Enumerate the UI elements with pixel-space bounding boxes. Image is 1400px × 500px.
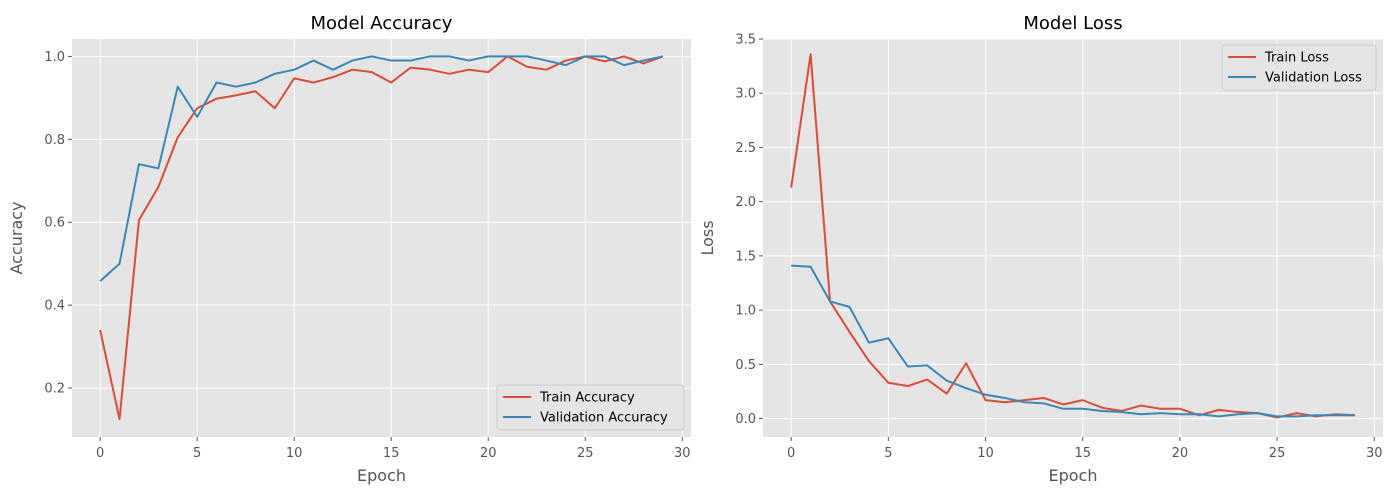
loss-x-tick-label-0: 0 — [787, 446, 795, 461]
loss-x-tick-label-30: 30 — [1366, 446, 1383, 461]
loss-y-tick-label-1: 0.5 — [735, 358, 756, 373]
accuracy-x-tick-label-15: 15 — [383, 446, 400, 461]
accuracy-y-tick-label-4: 1.0 — [44, 50, 65, 65]
accuracy-chart: 0 5 10 15 20 25 30 0.2 0.4 0.6 0.8 1.0 Model Accura… — [7, 13, 691, 485]
loss-legend-label-train: Train Loss — [1264, 51, 1329, 66]
accuracy-y-tick-label-2: 0.6 — [44, 216, 65, 231]
accuracy-y-tick-label-3: 0.8 — [44, 133, 65, 148]
loss-y-tick-label-7: 3.5 — [735, 33, 756, 48]
loss-y-tick-label-4: 2.0 — [735, 195, 756, 210]
loss-y-axis-label: Loss — [698, 220, 717, 255]
loss-series — [790, 53, 1355, 419]
loss-legend: Train Loss Validation Loss — [1221, 44, 1377, 91]
loss-x-tick-label-10: 10 — [977, 446, 994, 461]
accuracy-legend-box — [496, 384, 685, 431]
loss-y-tick-label-2: 1.0 — [735, 304, 756, 319]
accuracy-title: Model Accuracy — [311, 13, 453, 34]
loss-y-tick-label-6: 3.0 — [735, 87, 756, 102]
accuracy-legend-label-train: Train Accuracy — [539, 391, 635, 406]
loss-title: Model Loss — [1023, 13, 1122, 34]
accuracy-x-tick-label-25: 25 — [577, 446, 594, 461]
loss-series-line-validation — [791, 264, 1355, 418]
loss-legend-label-validation: Validation Loss — [1265, 71, 1362, 86]
accuracy-x-axis-label: Epoch — [357, 466, 406, 485]
loss-grid — [763, 38, 1383, 437]
loss-x-tick-label-25: 25 — [1269, 446, 1286, 461]
accuracy-grid — [72, 39, 691, 437]
accuracy-x-tick-label-30: 30 — [674, 446, 691, 461]
accuracy-x-tick-label-0: 0 — [96, 446, 104, 461]
accuracy-legend: Train Accuracy Validation Accuracy — [496, 384, 685, 431]
loss-y-tick-label-3: 1.5 — [735, 249, 756, 264]
loss-legend-box — [1221, 44, 1377, 91]
loss-ticks: 0 5 10 15 20 25 30 0.0 0.5 1.0 1.5 2.0 2.5 3.0 3.5 — [735, 33, 1382, 462]
loss-plot-area — [763, 39, 1383, 437]
loss-x-tick-label-15: 15 — [1074, 446, 1091, 461]
loss-y-tick-label-5: 2.5 — [735, 141, 756, 156]
accuracy-x-tick-label-20: 20 — [480, 446, 497, 461]
loss-x-tick-label-20: 20 — [1172, 446, 1189, 461]
accuracy-series — [99, 55, 664, 421]
accuracy-x-tick-label-10: 10 — [286, 446, 303, 461]
accuracy-plot-area — [72, 39, 691, 437]
accuracy-legend-label-validation: Validation Accuracy — [540, 411, 668, 426]
loss-chart: 0 5 10 15 20 25 30 0.0 0.5 1.0 1.5 2.0 2.5 3.0 3.5 Mod… — [698, 13, 1383, 485]
accuracy-y-tick-label-1: 0.4 — [44, 299, 65, 314]
accuracy-y-axis-label: Accuracy — [7, 201, 26, 274]
loss-x-axis-label: Epoch — [1049, 466, 1098, 485]
loss-x-tick-label-5: 5 — [884, 446, 892, 461]
loss-y-tick-label-0: 0.0 — [735, 412, 756, 427]
accuracy-x-tick-label-5: 5 — [193, 446, 201, 461]
accuracy-y-tick-label-0: 0.2 — [44, 382, 65, 397]
accuracy-ticks: 0 5 10 15 20 25 30 0.2 0.4 0.6 0.8 1.0 — [44, 50, 690, 461]
accuracy-series-line-validation — [99, 55, 664, 282]
